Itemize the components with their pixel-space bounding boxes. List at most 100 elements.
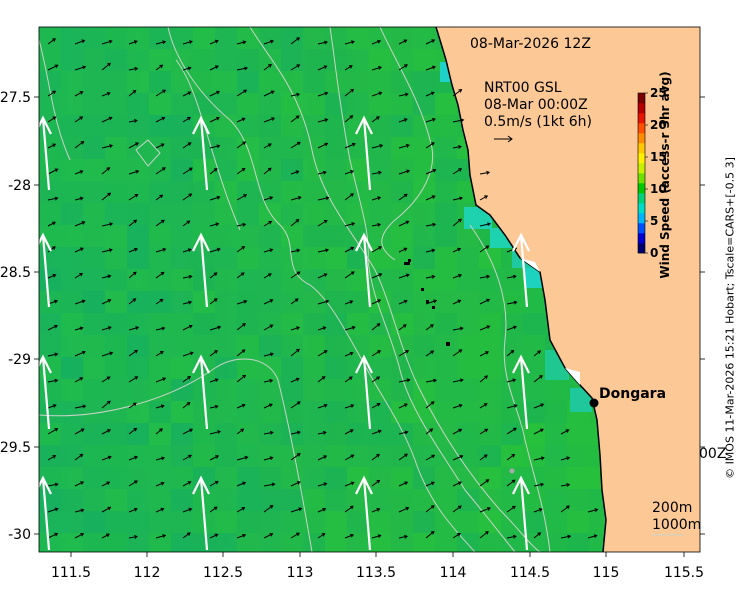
wind-cell bbox=[347, 93, 369, 115]
coastal-gap bbox=[565, 368, 580, 385]
wind-cell bbox=[303, 137, 325, 159]
wind-cell bbox=[149, 423, 171, 445]
wind-cell bbox=[171, 181, 193, 203]
wind-cell bbox=[347, 27, 369, 49]
contour-line bbox=[249, 27, 541, 552]
wind-arrow bbox=[425, 378, 438, 383]
wind-arrow bbox=[128, 169, 140, 175]
wind-arrow bbox=[182, 91, 192, 97]
wind-cell bbox=[61, 27, 83, 49]
wind-cell bbox=[61, 379, 83, 401]
wind-cell bbox=[127, 203, 149, 225]
wind-arrow bbox=[101, 144, 114, 149]
wind-cell bbox=[413, 357, 435, 379]
wind-arrow bbox=[182, 66, 192, 71]
wind-cell bbox=[567, 533, 589, 552]
wind-arrow bbox=[344, 142, 356, 149]
land-area bbox=[436, 27, 700, 552]
wind-cell bbox=[545, 445, 567, 467]
wind-cell bbox=[149, 225, 171, 247]
colorbar-segment bbox=[638, 193, 645, 204]
x-tick-label: 115.5 bbox=[664, 565, 704, 581]
wind-arrow bbox=[47, 324, 59, 331]
wind-cell bbox=[281, 533, 303, 552]
wind-arrow bbox=[371, 273, 383, 279]
wind-cell bbox=[259, 137, 281, 159]
wind-arrow bbox=[263, 505, 274, 513]
current-arrow bbox=[192, 354, 210, 430]
wind-arrow bbox=[290, 115, 300, 123]
x-tick-label: 113 bbox=[287, 565, 314, 581]
source-line-3: 0.5m/s (1kt 6h) bbox=[484, 114, 593, 130]
wind-cell bbox=[369, 27, 391, 49]
x-tick-label: 115 bbox=[593, 565, 620, 581]
wind-cell bbox=[215, 313, 237, 335]
wind-cell bbox=[369, 423, 391, 445]
wind-cell bbox=[237, 49, 259, 71]
wind-cell bbox=[171, 445, 193, 467]
wind-arrow bbox=[101, 506, 112, 513]
wind-arrow bbox=[452, 299, 462, 305]
wind-cell bbox=[105, 533, 127, 552]
wind-cell bbox=[83, 401, 105, 423]
wind-arrow bbox=[290, 37, 301, 45]
wind-arrow bbox=[236, 349, 246, 357]
wind-cell bbox=[413, 71, 435, 93]
wind-arrow bbox=[74, 377, 84, 383]
wind-cell bbox=[149, 357, 171, 379]
wind-arrow bbox=[101, 481, 111, 487]
wind-cell bbox=[127, 247, 149, 269]
wind-cell bbox=[479, 357, 501, 379]
x-tick-label: 114 bbox=[440, 565, 467, 581]
wind-arrow bbox=[101, 455, 112, 461]
wind-arrow bbox=[101, 116, 113, 123]
wind-cell bbox=[435, 159, 457, 181]
wind-arrow bbox=[236, 323, 247, 331]
wind-cell bbox=[413, 511, 435, 533]
coastal-gap bbox=[520, 258, 540, 272]
wind-arrow bbox=[182, 193, 193, 201]
island bbox=[421, 288, 424, 291]
wind-cell bbox=[171, 269, 193, 291]
wind-arrow bbox=[128, 480, 138, 487]
wind-arrow bbox=[209, 65, 219, 71]
wind-cell bbox=[149, 93, 171, 115]
wind-cell bbox=[237, 181, 259, 203]
current-arrow bbox=[355, 475, 373, 551]
wind-cell bbox=[83, 335, 105, 357]
wind-arrow bbox=[209, 247, 221, 253]
wind-cell bbox=[237, 511, 259, 533]
colorbar-tick-label: 25 bbox=[650, 86, 667, 100]
wind-cell bbox=[149, 247, 171, 269]
wind-arrow bbox=[452, 145, 462, 149]
wind-cell bbox=[83, 379, 105, 401]
wind-cell bbox=[193, 181, 215, 203]
wind-cell bbox=[39, 93, 61, 115]
wind-cell bbox=[457, 489, 479, 511]
wind-cell bbox=[237, 313, 259, 335]
wind-cell bbox=[347, 445, 369, 467]
wind-cell bbox=[39, 27, 61, 49]
wind-cell bbox=[105, 291, 127, 313]
wind-arrow bbox=[479, 170, 491, 175]
wind-cell bbox=[149, 335, 171, 357]
wind-arrow bbox=[398, 403, 408, 409]
wind-arrow bbox=[101, 39, 113, 45]
wind-arrow bbox=[344, 300, 354, 305]
wind-cell bbox=[457, 423, 479, 445]
wind-cell bbox=[523, 291, 545, 313]
wind-cell bbox=[105, 467, 127, 489]
wind-arrow bbox=[236, 374, 247, 383]
wind-cell bbox=[237, 357, 259, 379]
wind-arrow bbox=[317, 219, 328, 227]
wind-arrow bbox=[344, 169, 355, 175]
wind-arrow bbox=[344, 40, 355, 45]
current-arrow bbox=[355, 115, 373, 191]
wind-arrow bbox=[182, 142, 192, 149]
wind-cell bbox=[171, 159, 193, 181]
wind-arrow bbox=[533, 482, 545, 487]
wind-arrow bbox=[317, 350, 328, 357]
wind-cell bbox=[61, 49, 83, 71]
wind-arrow bbox=[398, 273, 410, 279]
